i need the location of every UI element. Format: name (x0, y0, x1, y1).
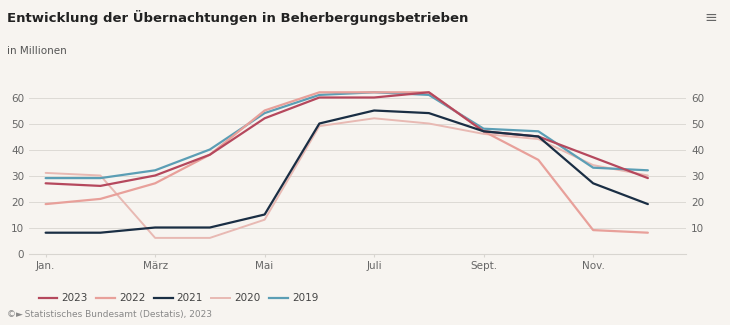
Text: Entwicklung der Übernachtungen in Beherbergungsbetrieben: Entwicklung der Übernachtungen in Beherb… (7, 10, 469, 25)
Legend: 2023, 2022, 2021, 2020, 2019: 2023, 2022, 2021, 2020, 2019 (34, 289, 323, 307)
Text: in Millionen: in Millionen (7, 46, 67, 56)
Text: ©► Statistisches Bundesamt (Destatis), 2023: ©► Statistisches Bundesamt (Destatis), 2… (7, 309, 212, 318)
Text: ≡: ≡ (705, 10, 718, 25)
